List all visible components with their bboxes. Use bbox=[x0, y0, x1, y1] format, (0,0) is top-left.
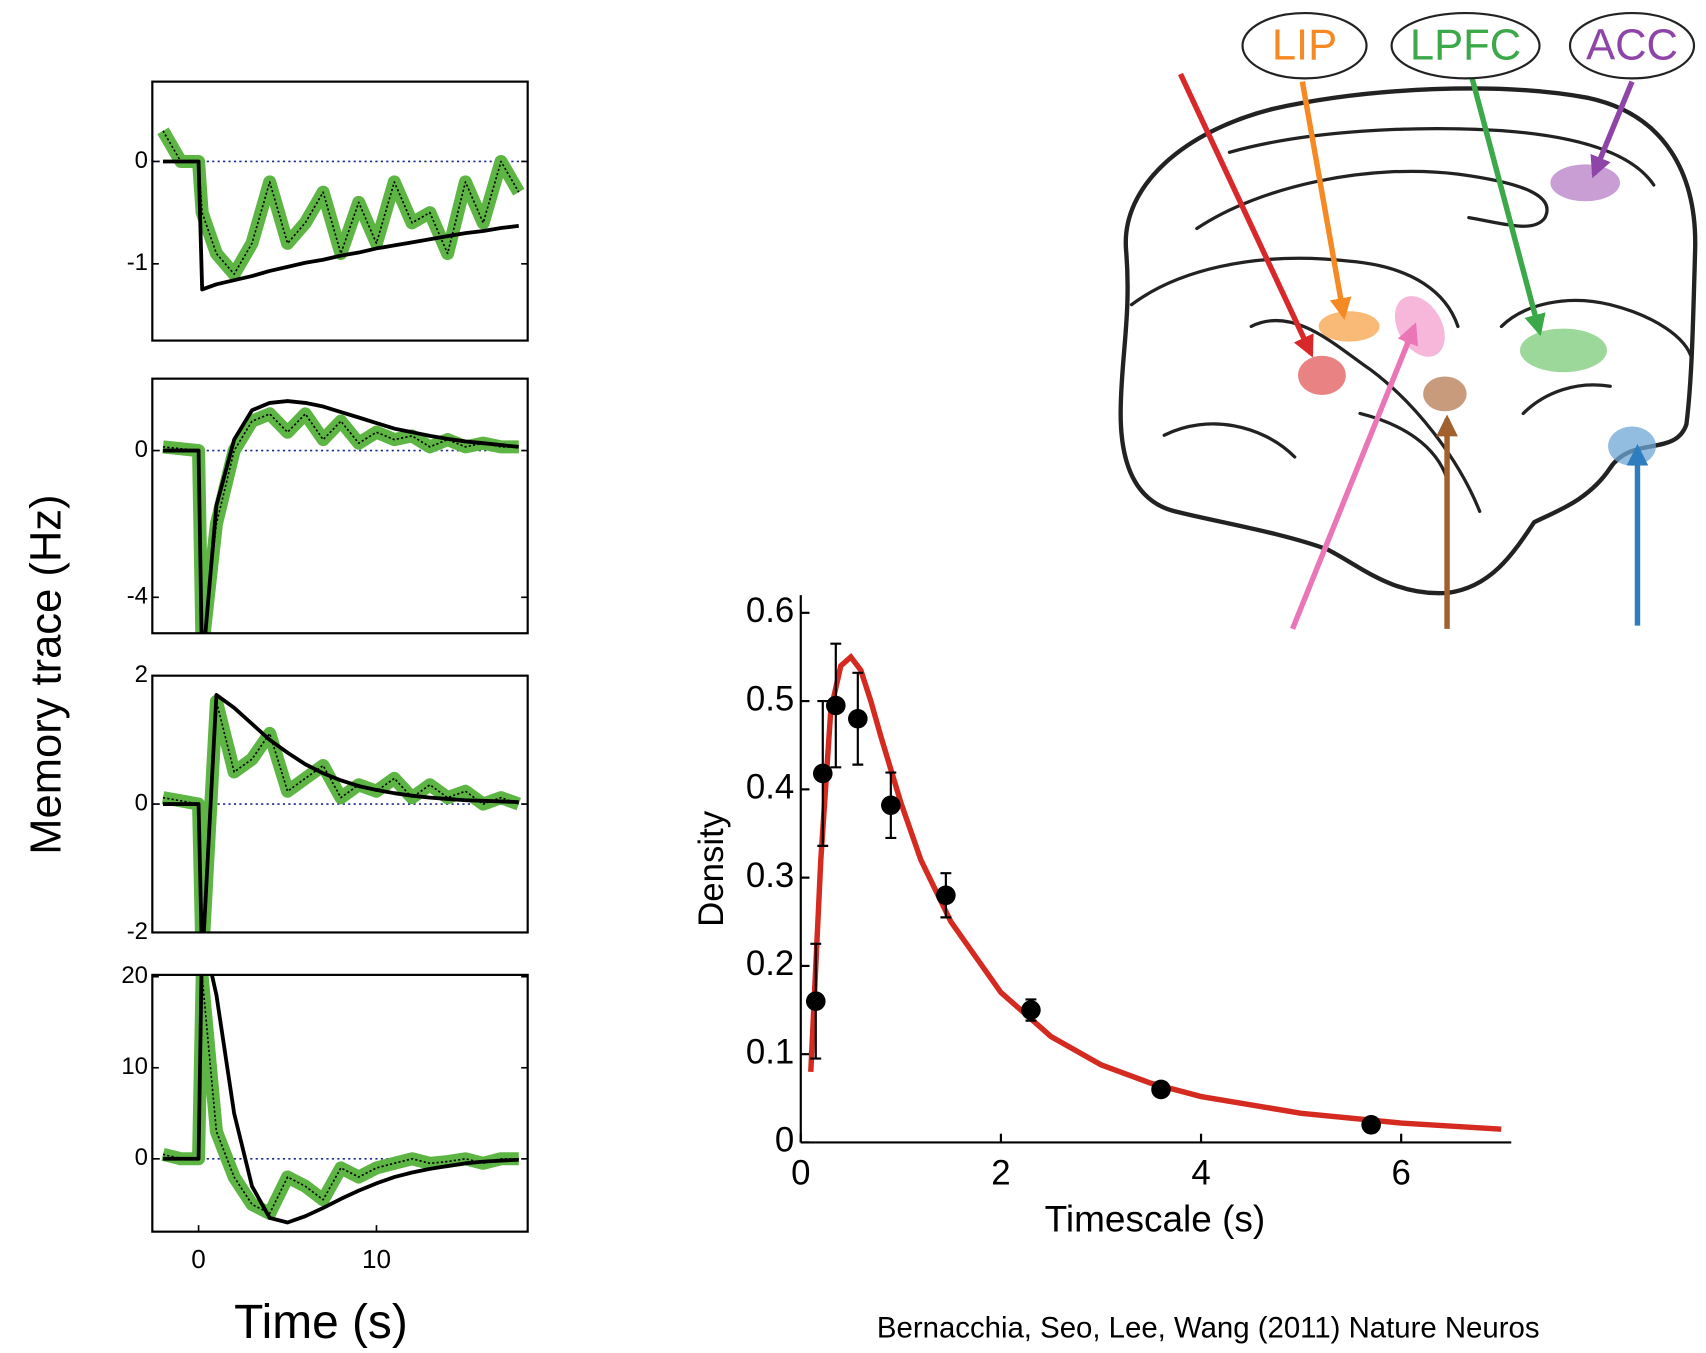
data-trace bbox=[162, 975, 519, 1215]
x-axis-label: Time (s) bbox=[234, 1296, 408, 1349]
data-point bbox=[848, 708, 868, 729]
y-tick-label: 0 bbox=[135, 436, 148, 463]
y-tick-label: 0.4 bbox=[746, 768, 794, 807]
fit-line bbox=[162, 399, 519, 634]
y-tick-label: -4 bbox=[127, 583, 148, 610]
x-axis-label: Timescale (s) bbox=[1045, 1199, 1266, 1240]
x-tick-label: 6 bbox=[1391, 1153, 1410, 1192]
y-tick-label: 0 bbox=[135, 1144, 148, 1171]
data-trace bbox=[162, 130, 520, 275]
data-band bbox=[162, 407, 519, 634]
panel-frame bbox=[151, 377, 529, 635]
x-tick-label: 10 bbox=[362, 1244, 391, 1274]
brain-regions bbox=[1297, 164, 1656, 466]
plot-area bbox=[152, 399, 528, 634]
data-point bbox=[1361, 1114, 1381, 1135]
fit-line bbox=[162, 693, 519, 933]
y-tick-label: 2 bbox=[135, 661, 148, 688]
data-point bbox=[881, 795, 901, 816]
x-tick-label: 4 bbox=[1191, 1153, 1210, 1192]
region-labels: LIP LPFC ACC bbox=[1241, 11, 1696, 80]
citation: Bernacchia, Seo, Lee, Wang (2011) Nature… bbox=[877, 1311, 1540, 1344]
x-tick-label: 0 bbox=[191, 1244, 206, 1274]
region-label: LIP bbox=[1272, 21, 1337, 69]
data-point bbox=[936, 885, 956, 906]
data-point bbox=[1021, 1000, 1041, 1020]
brain-diagram bbox=[1118, 86, 1698, 596]
x-tick-label: 2 bbox=[991, 1153, 1010, 1192]
fit-curve bbox=[808, 652, 1502, 1132]
y-tick-label: 10 bbox=[121, 1053, 148, 1080]
plot-area bbox=[152, 127, 528, 292]
panel-frame bbox=[151, 973, 529, 1233]
region-label: LPFC bbox=[1410, 21, 1521, 69]
y-tick-label: 0.2 bbox=[746, 944, 794, 983]
y-axis-label: Memory trace (Hz) bbox=[22, 494, 70, 854]
y-tick-label: 0 bbox=[775, 1121, 794, 1160]
y-tick-label: 0 bbox=[135, 147, 148, 174]
brain-arrows bbox=[1178, 72, 1649, 630]
data-band bbox=[157, 127, 525, 281]
y-tick-label: -1 bbox=[127, 249, 148, 276]
y-axis-label: Density bbox=[692, 810, 731, 927]
data-point bbox=[1151, 1079, 1171, 1100]
y-tick-label: 0.6 bbox=[746, 591, 794, 630]
y-tick-label: 0.1 bbox=[746, 1032, 794, 1071]
y-tick-label: -2 bbox=[127, 918, 148, 945]
data-point bbox=[805, 991, 826, 1012]
y-tick-label: 20 bbox=[121, 962, 148, 989]
data-band bbox=[161, 974, 519, 1221]
x-tick-label: 0 bbox=[791, 1153, 810, 1192]
plot-area bbox=[152, 974, 528, 1225]
data-band bbox=[161, 694, 521, 933]
y-tick-label: 0.5 bbox=[746, 679, 794, 718]
plot-area bbox=[152, 693, 528, 933]
y-tick-label: 0.3 bbox=[746, 856, 794, 895]
panel-frame bbox=[151, 80, 529, 342]
y-tick-label: 0 bbox=[135, 789, 148, 816]
data-point bbox=[826, 695, 846, 716]
data-point bbox=[812, 763, 833, 784]
fit-line bbox=[162, 159, 519, 292]
region-label: ACC bbox=[1586, 21, 1678, 69]
fit-line bbox=[162, 974, 519, 1225]
